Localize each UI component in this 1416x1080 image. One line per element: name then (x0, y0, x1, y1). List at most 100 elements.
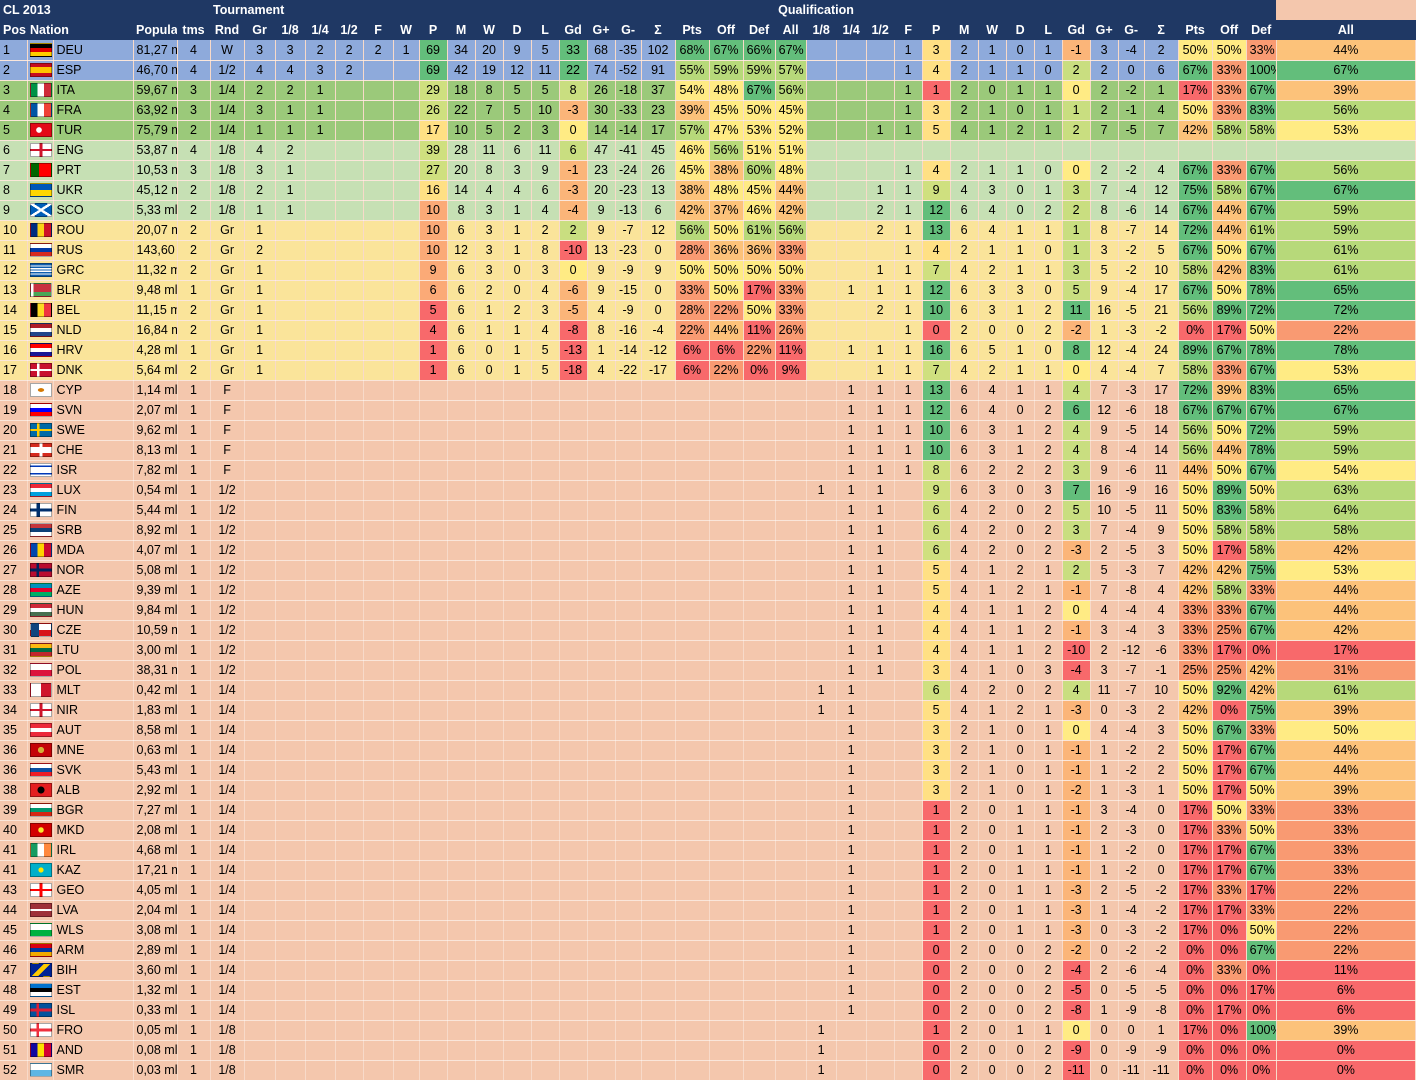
cell-td: 5 (503, 100, 532, 121)
cell-rnd: F (210, 380, 245, 401)
cell-tgd (559, 740, 588, 761)
cell-qd: 1 (1006, 640, 1035, 661)
cell-pop: 9,39 mln (133, 580, 178, 601)
cell-t18 (275, 380, 306, 401)
cell-tgp: 4 (587, 300, 616, 321)
cell-q12 (866, 60, 895, 81)
cell-qoff: 0% (1212, 980, 1247, 1001)
cell-td (503, 680, 532, 701)
cell-toff (709, 840, 744, 861)
cell-ql: 2 (1034, 940, 1063, 961)
cell-qgd: 5 (1062, 280, 1091, 301)
cell-qall: 33% (1276, 800, 1416, 821)
cell-nation: DNK (53, 360, 134, 381)
cell-t18 (275, 1060, 306, 1080)
cell-q18 (806, 840, 837, 861)
cell-tpts (675, 860, 710, 881)
cell-qgd: 2 (1062, 60, 1091, 81)
cell-qm: 2 (950, 100, 979, 121)
cell-tgr (244, 1000, 276, 1021)
cell-qgd: 3 (1062, 260, 1091, 281)
cell-tdef (743, 880, 776, 901)
cell-tgm: -23 (615, 180, 642, 201)
cell-qoff: 0% (1212, 1040, 1247, 1061)
cell-tall: 48% (775, 160, 807, 181)
cell-t18: 1 (275, 120, 306, 141)
cell-qm: 2 (950, 720, 979, 741)
cell-tww (475, 960, 504, 981)
cell-td (503, 1020, 532, 1041)
cell-qgp: 0 (1090, 940, 1119, 961)
cell-tw (393, 940, 420, 961)
cell-tl (531, 720, 560, 741)
cell-tgm (615, 460, 642, 481)
cell-pop: 5,43 mln (133, 760, 178, 781)
cell-tgp (587, 400, 616, 421)
cell-nation: ARM (53, 940, 134, 961)
cell-qs: 0 (1144, 840, 1179, 861)
cell-qgm: -4 (1118, 800, 1145, 821)
cell-pos: 49 (0, 1000, 28, 1021)
cell-qall: 33% (1276, 860, 1416, 881)
cell-tgd: 2 (559, 220, 588, 241)
cell-t12 (335, 540, 364, 561)
cell-tp (419, 380, 448, 401)
cell-tgp (587, 960, 616, 981)
cell-rnd: 1/4 (210, 1000, 245, 1021)
cell-q12 (866, 920, 895, 941)
cell-tms: 1 (177, 1060, 211, 1080)
pol-flag-icon (29, 663, 52, 677)
cell-tgr (244, 500, 276, 521)
cell-toff: 50% (709, 260, 744, 281)
cell-qs: 1 (1144, 1020, 1179, 1041)
cell-q18 (806, 420, 837, 441)
cell-tgd: 33 (559, 40, 588, 61)
cell-qgd: -1 (1062, 740, 1091, 761)
cell-qall: 33% (1276, 820, 1416, 841)
cell-q14 (836, 320, 867, 341)
cell-qdef: 61% (1246, 220, 1277, 241)
cell-nation: DEU (53, 40, 134, 61)
cell-tww (475, 980, 504, 1001)
cell-t14 (305, 280, 336, 301)
cell-tw (393, 260, 420, 281)
cell-tw (393, 80, 420, 101)
cell-tf (363, 900, 394, 921)
cell-tall: 9% (775, 360, 807, 381)
cell-tw (393, 500, 420, 521)
cell-rnd: 1/8 (210, 140, 245, 161)
cell-tgd (559, 1000, 588, 1021)
cell-tdef (743, 780, 776, 801)
cell-q14: 1 (836, 460, 867, 481)
cell-ql: 2 (1034, 960, 1063, 981)
cell-nation: NLD (53, 320, 134, 341)
mne-flag-icon (29, 743, 52, 757)
cell-td (503, 520, 532, 541)
cell-t12 (335, 960, 364, 981)
cell-qoff: 44% (1212, 220, 1247, 241)
cell-tgd: 0 (559, 120, 588, 141)
cell-pos: 5 (0, 120, 28, 141)
cell-tm (447, 760, 476, 781)
cell-qd: 0 (1006, 400, 1035, 421)
cell-tww: 19 (475, 60, 504, 81)
cell-tw (393, 240, 420, 261)
cell-qs: 3 (1144, 540, 1179, 561)
cell-q18 (806, 300, 837, 321)
cell-t18 (275, 620, 306, 641)
cell-t14 (305, 780, 336, 801)
cell-tgp (587, 580, 616, 601)
cell-tdef (743, 860, 776, 881)
cell-tw (393, 760, 420, 781)
cze-flag-icon (29, 623, 52, 637)
cell-t14 (305, 360, 336, 381)
cell-t12 (335, 100, 364, 121)
cell-tall (775, 540, 807, 561)
cell-td: 1 (503, 240, 532, 261)
cell-q14 (836, 260, 867, 281)
column-header: Pos (0, 20, 27, 40)
cell-tf (363, 1060, 394, 1080)
cell-toff (709, 500, 744, 521)
cell-tm (447, 1040, 476, 1061)
cell-tp: 17 (419, 120, 448, 141)
